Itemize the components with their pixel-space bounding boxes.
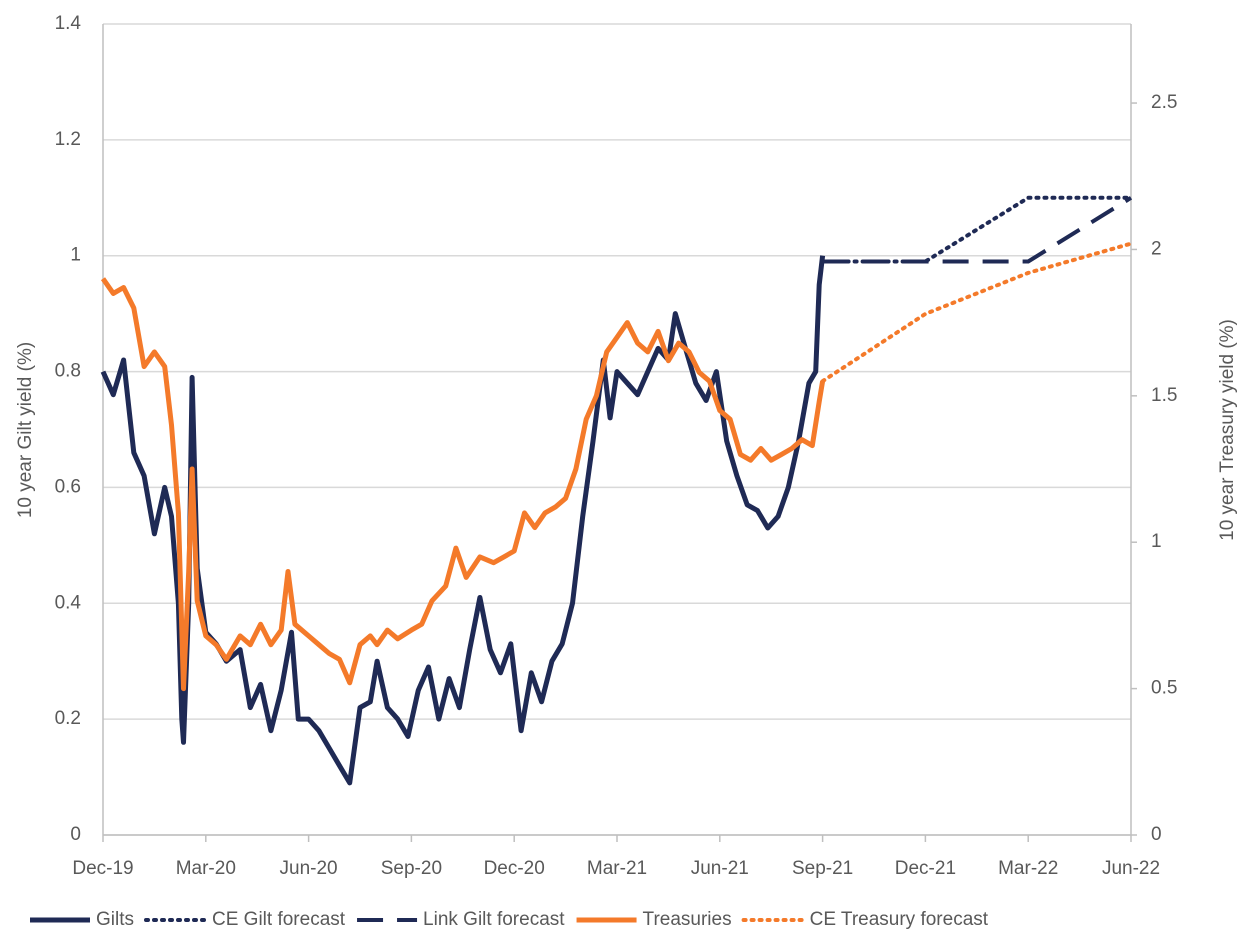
series-line — [820, 241, 1133, 384]
y-tick-label: 0.6 — [55, 476, 81, 497]
y-tick-label: 1.4 — [55, 13, 82, 34]
legend-label: Treasuries — [643, 909, 732, 930]
x-tick-label: Jun-20 — [280, 858, 338, 879]
x-tick-label: Dec-20 — [484, 858, 545, 879]
x-tick-label: Sep-21 — [792, 858, 853, 879]
x-tick-label: Jun-21 — [691, 858, 749, 879]
x-tick-label: Dec-21 — [895, 858, 956, 879]
y-tick-label: 0.2 — [55, 708, 81, 729]
x-tick-label: Mar-21 — [587, 858, 647, 879]
y-tick-label: 0.4 — [55, 592, 82, 613]
y2-tick-label: 2.5 — [1151, 92, 1177, 113]
legend-label: Gilts — [96, 909, 134, 930]
y2-axis-title: 10 year Treasury yield (%) — [1217, 319, 1238, 541]
y2-tick-label: 2 — [1151, 238, 1162, 259]
series-line — [822, 196, 1133, 264]
series-line — [820, 195, 1133, 264]
x-tick-label: Dec-19 — [72, 858, 133, 879]
y-tick-label: 0 — [70, 824, 81, 845]
y-axis-title: 10 year Gilt yield (%) — [15, 342, 36, 518]
y-tick-label: 1 — [70, 245, 81, 266]
y2-tick-label: 0 — [1151, 824, 1162, 845]
x-tick-label: Mar-20 — [176, 858, 236, 879]
y-tick-label: 0.8 — [55, 361, 81, 382]
x-tick-label: Sep-20 — [381, 858, 442, 879]
y2-tick-label: 1.5 — [1151, 385, 1177, 406]
series-line — [100, 277, 826, 692]
series-line — [100, 255, 826, 786]
legend-label: Link Gilt forecast — [423, 909, 565, 930]
y2-tick-label: 1 — [1151, 531, 1162, 552]
y2-tick-label: 0.5 — [1151, 678, 1177, 699]
x-tick-label: Mar-22 — [998, 858, 1058, 879]
x-tick-label: Jun-22 — [1102, 858, 1160, 879]
y-tick-label: 1.2 — [55, 129, 81, 150]
legend-label: CE Gilt forecast — [212, 909, 346, 930]
legend-label: CE Treasury forecast — [810, 909, 989, 930]
